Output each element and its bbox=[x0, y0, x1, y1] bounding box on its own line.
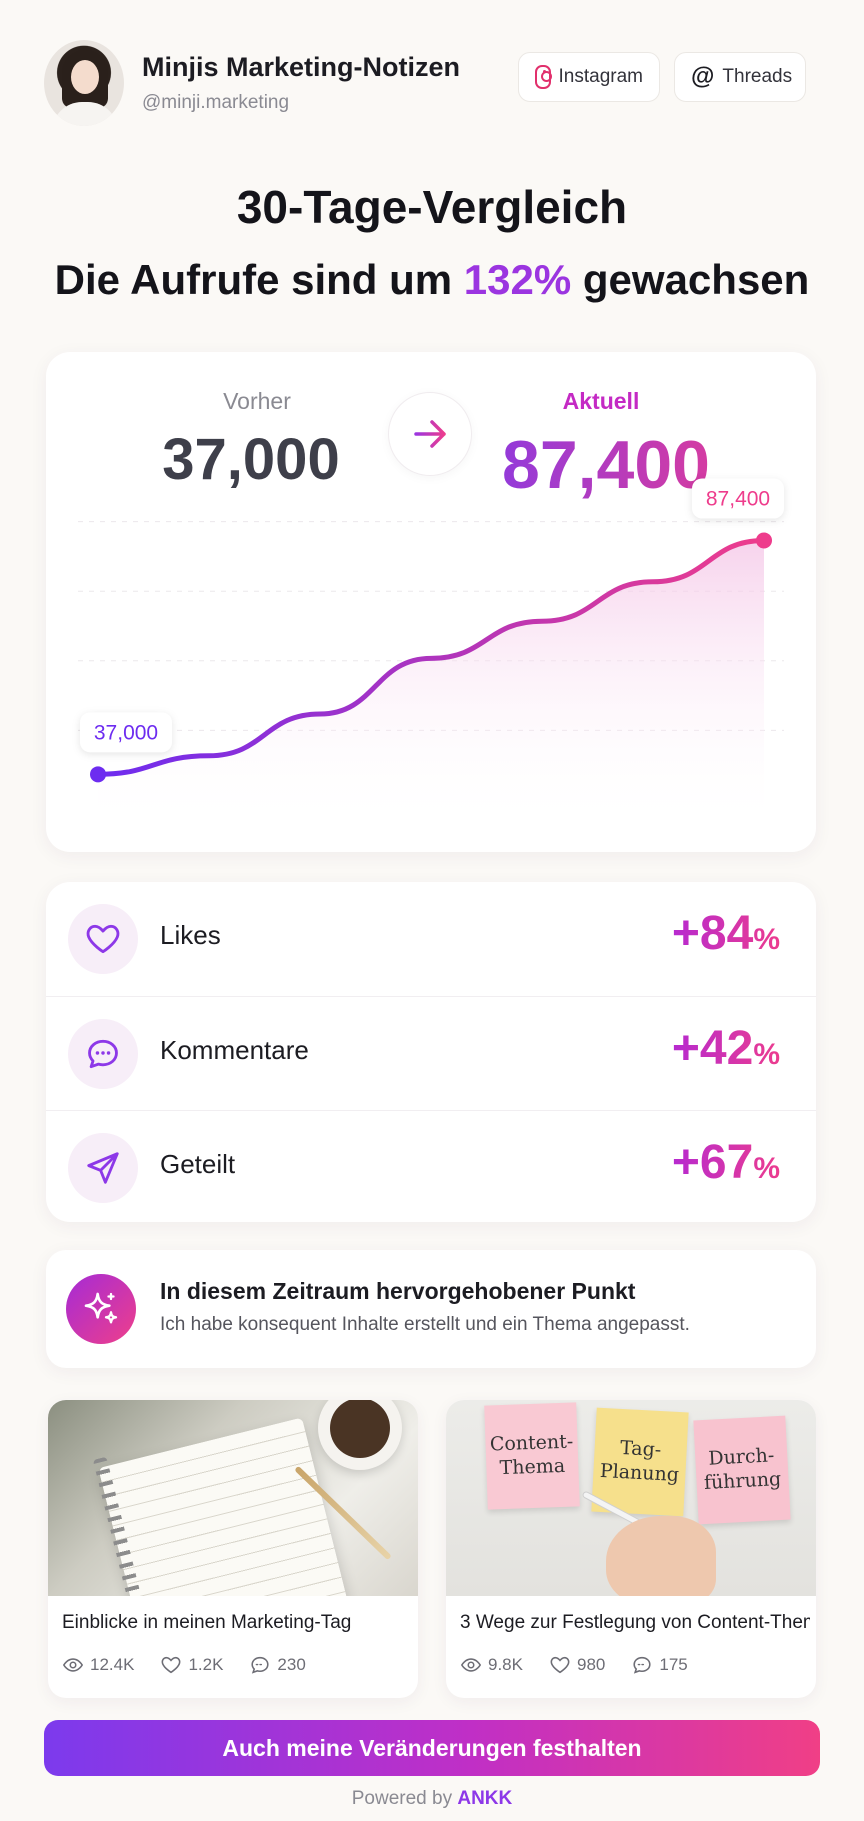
headline-prefix: Die Aufrufe sind um bbox=[54, 256, 464, 303]
heart-icon bbox=[68, 904, 138, 974]
highlight-card: In diesem Zeitraum hervorgehobener Punkt… bbox=[46, 1250, 816, 1368]
powered-by: Powered by ANKK bbox=[351, 1788, 513, 1809]
chart-label-box bbox=[692, 478, 784, 519]
metric-label: Geteilt bbox=[160, 1149, 236, 1179]
arrow-right-icon bbox=[388, 392, 472, 476]
views-chart: 37,000 87,400 bbox=[78, 478, 784, 830]
highlight-description: Ich habe konsequent Inhalte erstellt und… bbox=[160, 1314, 690, 1335]
post-title: Einblicke in meinen Marketing-Tag bbox=[62, 1612, 352, 1633]
headline-title: 30-Tage-Vergleich bbox=[236, 181, 628, 233]
eye-icon bbox=[62, 1658, 84, 1672]
threads-label: Threads bbox=[722, 66, 793, 87]
metric-row-likes: Likes +84% bbox=[46, 882, 816, 996]
current-value: 87,400 bbox=[426, 426, 786, 504]
sparkle-icon bbox=[66, 1274, 136, 1344]
powered-brand[interactable]: ANKK bbox=[457, 1788, 513, 1809]
post-card-content-themes[interactable]: Content- Thema Tag- Planung Durch-führung … bbox=[446, 1400, 816, 1698]
chart-data-label: 37,000 bbox=[94, 721, 158, 744]
headline-suffix: gewachsen bbox=[571, 256, 810, 303]
headline-subtitle: Die Aufrufe sind um 132% gewachsen bbox=[0, 256, 864, 304]
post-comments: 175 bbox=[659, 1655, 688, 1674]
post-thumbnail: Content- Thema Tag- Planung Durch-führung bbox=[446, 1400, 816, 1596]
chart-point bbox=[756, 532, 772, 549]
post-card-marketing-day[interactable]: Einblicke in meinen Marketing-Tag 12.4K … bbox=[48, 1400, 418, 1698]
heart-icon bbox=[162, 1656, 181, 1674]
before-value: 37,000 bbox=[162, 427, 340, 492]
post-views: 9.8K bbox=[488, 1655, 523, 1674]
headline-highlight: 132% bbox=[463, 256, 572, 303]
post-title: 3 Wege zur Festlegung von Content-Themen bbox=[460, 1612, 810, 1633]
record-changes-button[interactable]: Auch meine Veränderungen festhalten bbox=[44, 1720, 820, 1776]
chart-line bbox=[95, 537, 767, 777]
post-views: 12.4K bbox=[90, 1655, 135, 1674]
before-label: Vorher bbox=[223, 388, 291, 414]
threads-button[interactable]: @ Threads bbox=[674, 52, 806, 102]
metric-value: +42% bbox=[671, 1022, 780, 1075]
heart-icon bbox=[550, 1656, 570, 1674]
metrics-card: Likes +84% Kommentare +42% Geteilt +67% bbox=[46, 882, 816, 1222]
comment-icon bbox=[251, 1656, 269, 1674]
threads-icon: @ bbox=[691, 63, 715, 90]
post-stats: 9.8K 980 175 bbox=[460, 1654, 688, 1676]
post-comments: 230 bbox=[277, 1655, 306, 1674]
chart-point bbox=[90, 766, 106, 783]
profile-name: Minjis Marketing-Notizen bbox=[142, 52, 461, 82]
current-label: Aktuell bbox=[562, 388, 640, 414]
sticky-note: Content- Thema bbox=[484, 1402, 580, 1510]
post-likes: 980 bbox=[576, 1655, 606, 1674]
post-stats: 12.4K 1.2K 230 bbox=[62, 1654, 306, 1676]
post-likes: 1.2K bbox=[188, 1655, 224, 1674]
comparison-card: Vorher 37,000 Aktuell 87,400 37,000 87,40… bbox=[46, 352, 816, 852]
instagram-label: Instagram bbox=[558, 66, 643, 87]
eye-icon bbox=[460, 1658, 482, 1672]
share-icon bbox=[68, 1133, 138, 1203]
highlight-title: In diesem Zeitraum hervorgehobener Punkt bbox=[160, 1278, 636, 1304]
comment-icon bbox=[633, 1656, 651, 1674]
instagram-button[interactable]: Instagram bbox=[518, 52, 660, 102]
avatar[interactable] bbox=[44, 40, 124, 126]
metric-value: +67% bbox=[671, 1136, 780, 1189]
sticky-note: Durch-führung bbox=[693, 1415, 791, 1525]
metric-label: Kommentare bbox=[160, 1035, 309, 1065]
metric-value: +84% bbox=[671, 907, 780, 960]
metric-label: Likes bbox=[160, 920, 221, 950]
chart-area-fill bbox=[98, 540, 764, 830]
chart-label-box bbox=[80, 712, 172, 753]
profile-handle: @minji.marketing bbox=[142, 92, 290, 113]
metric-row-shares: Geteilt +67% bbox=[46, 1110, 816, 1224]
comment-icon bbox=[68, 1019, 138, 1089]
chart-data-label: 87,400 bbox=[706, 487, 770, 510]
instagram-icon bbox=[535, 65, 552, 89]
metric-row-comments: Kommentare +42% bbox=[46, 996, 816, 1110]
sticky-note: Tag- Planung bbox=[591, 1407, 689, 1517]
profile-header: Minjis Marketing-Notizen @minji.marketin… bbox=[44, 40, 820, 126]
post-thumbnail bbox=[48, 1400, 418, 1596]
